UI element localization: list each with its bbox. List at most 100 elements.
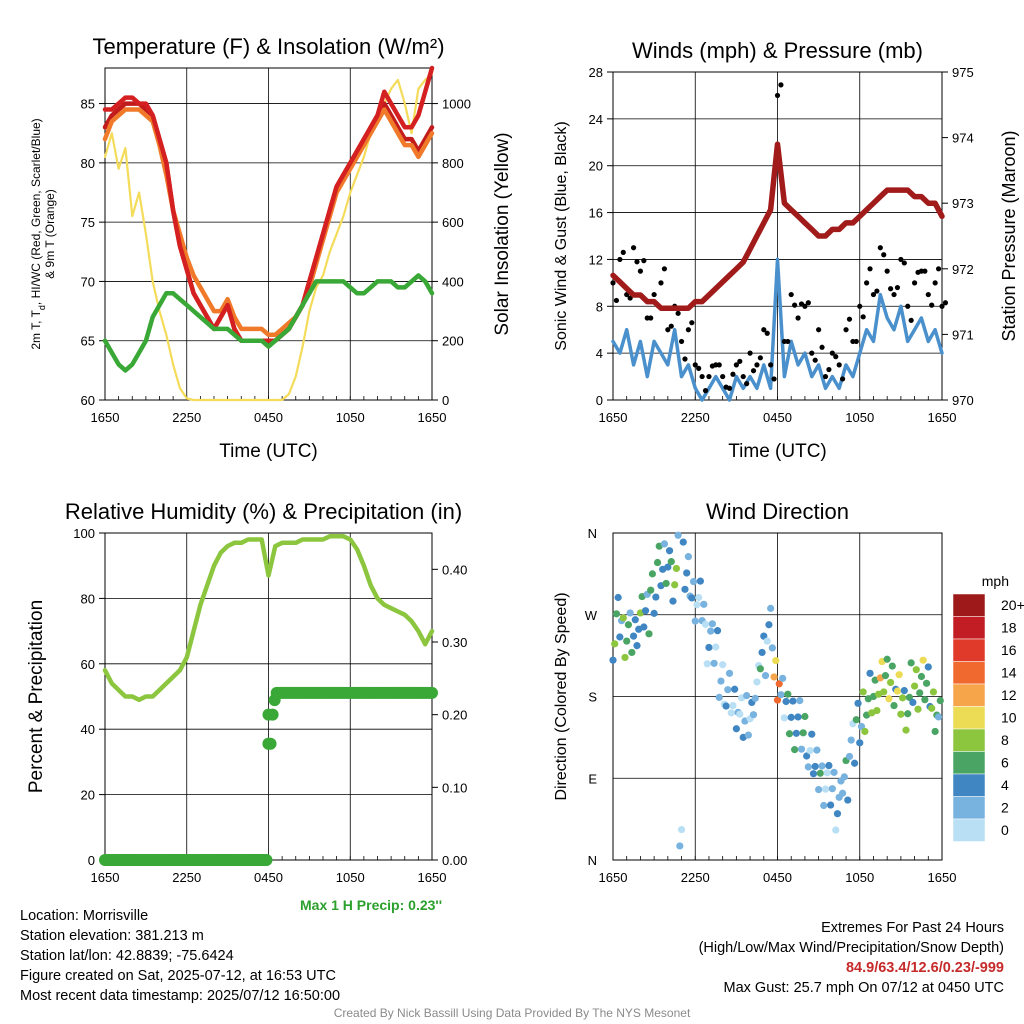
direction-point (907, 659, 915, 667)
gust-point (630, 245, 637, 251)
direction-point (796, 696, 804, 705)
legend-swatch (952, 818, 986, 842)
station-location: Location: Morrisville (20, 908, 149, 924)
y-tick-label: 40 (81, 722, 95, 737)
gust-point (661, 266, 668, 272)
direction-point (922, 679, 931, 687)
direction-point (667, 558, 675, 566)
direction-point (787, 713, 795, 721)
gust-point (795, 315, 801, 321)
direction-point (818, 762, 826, 770)
direction-point (815, 786, 823, 794)
chart-title: Wind Direction (706, 499, 849, 524)
legend-swatch (952, 593, 986, 617)
direction-point (722, 702, 730, 710)
y-tick-label: W (585, 608, 598, 623)
y-tick-label: 20 (81, 788, 95, 803)
gust-point (774, 92, 781, 99)
direction-point (751, 694, 759, 702)
direction-point (806, 746, 814, 755)
gust-point (771, 376, 777, 382)
direction-point (792, 729, 800, 737)
direction-point (804, 763, 812, 771)
y-tick-label: E (588, 771, 597, 786)
direction-point (631, 616, 639, 624)
gust-point (658, 280, 664, 286)
legend-label: 12 (1001, 687, 1017, 703)
legend-title: mph (982, 573, 1009, 589)
direction-point (736, 710, 744, 718)
direction-point (713, 627, 722, 635)
legend-swatch (952, 728, 986, 752)
direction-point (753, 678, 761, 686)
direction-point (811, 762, 819, 771)
direction-point (647, 586, 655, 594)
direction-point (782, 697, 790, 706)
gust-point (805, 300, 811, 306)
gust-point (874, 288, 880, 294)
direction-point (928, 704, 936, 712)
direction-point (725, 669, 734, 677)
max-gust: Max Gust: 25.7 mph On 07/12 at 0450 UTC (723, 980, 1004, 996)
gust-point (778, 82, 784, 88)
gust-point (901, 260, 907, 266)
direction-point (727, 709, 735, 717)
direction-point (902, 726, 910, 734)
gust-point (836, 362, 842, 368)
direction-point (789, 697, 797, 705)
x-tick-label: 1650 (928, 410, 957, 425)
y2-tick-label: 0.30 (442, 635, 467, 650)
x-tick-label: 1650 (91, 410, 120, 425)
gust-point (816, 327, 822, 333)
x-tick-label: 0450 (254, 410, 283, 425)
direction-point (640, 623, 648, 631)
direction-point (924, 663, 932, 671)
direction-point (929, 688, 938, 696)
gust-point (905, 303, 911, 309)
direction-point (844, 796, 852, 804)
legend-swatch (952, 773, 986, 797)
y2-tick-label: 800 (442, 156, 464, 171)
direction-point (758, 648, 766, 657)
chart-title: Temperature (F) & Insolation (W/m²) (92, 34, 444, 59)
gust-point (925, 291, 931, 298)
direction-point (628, 648, 636, 657)
gust-point (870, 291, 877, 298)
direction-point (768, 644, 776, 652)
direction-point (712, 643, 720, 651)
direction-point (900, 686, 908, 695)
y-tick-label: 28 (589, 65, 603, 80)
series-rh-line (102, 534, 435, 703)
direction-point (799, 729, 807, 737)
gust-point (637, 268, 644, 274)
direction-point (827, 801, 835, 809)
direction-point (897, 710, 905, 718)
direction-point (916, 689, 924, 697)
direction-point (645, 630, 653, 638)
y-tick-label: 60 (81, 657, 95, 672)
direction-point (691, 617, 699, 625)
gust-point (726, 385, 733, 391)
y2-tick-label: 970 (952, 393, 974, 408)
direction-point (779, 674, 787, 682)
direction-point (772, 657, 780, 665)
direction-point (898, 694, 907, 702)
precip-jump-point (262, 737, 275, 750)
direction-point (880, 688, 888, 696)
direction-point (641, 607, 650, 615)
gust-point (894, 284, 901, 291)
gust-point (702, 388, 709, 394)
direction-point (756, 665, 764, 673)
gust-point (617, 256, 623, 263)
extremes-values: 84.9/63.4/12.6/0.23/-999 (845, 960, 1004, 976)
gust-point (764, 330, 770, 336)
gust-point (877, 245, 883, 251)
precip-jump-point (262, 708, 275, 721)
gust-point (932, 280, 938, 286)
precip-point (426, 686, 438, 699)
direction-point (609, 656, 617, 664)
chart-title: Winds (mph) & Pressure (mb) (632, 38, 923, 63)
y-tick-label: 12 (589, 252, 603, 267)
direction-point (919, 656, 927, 664)
